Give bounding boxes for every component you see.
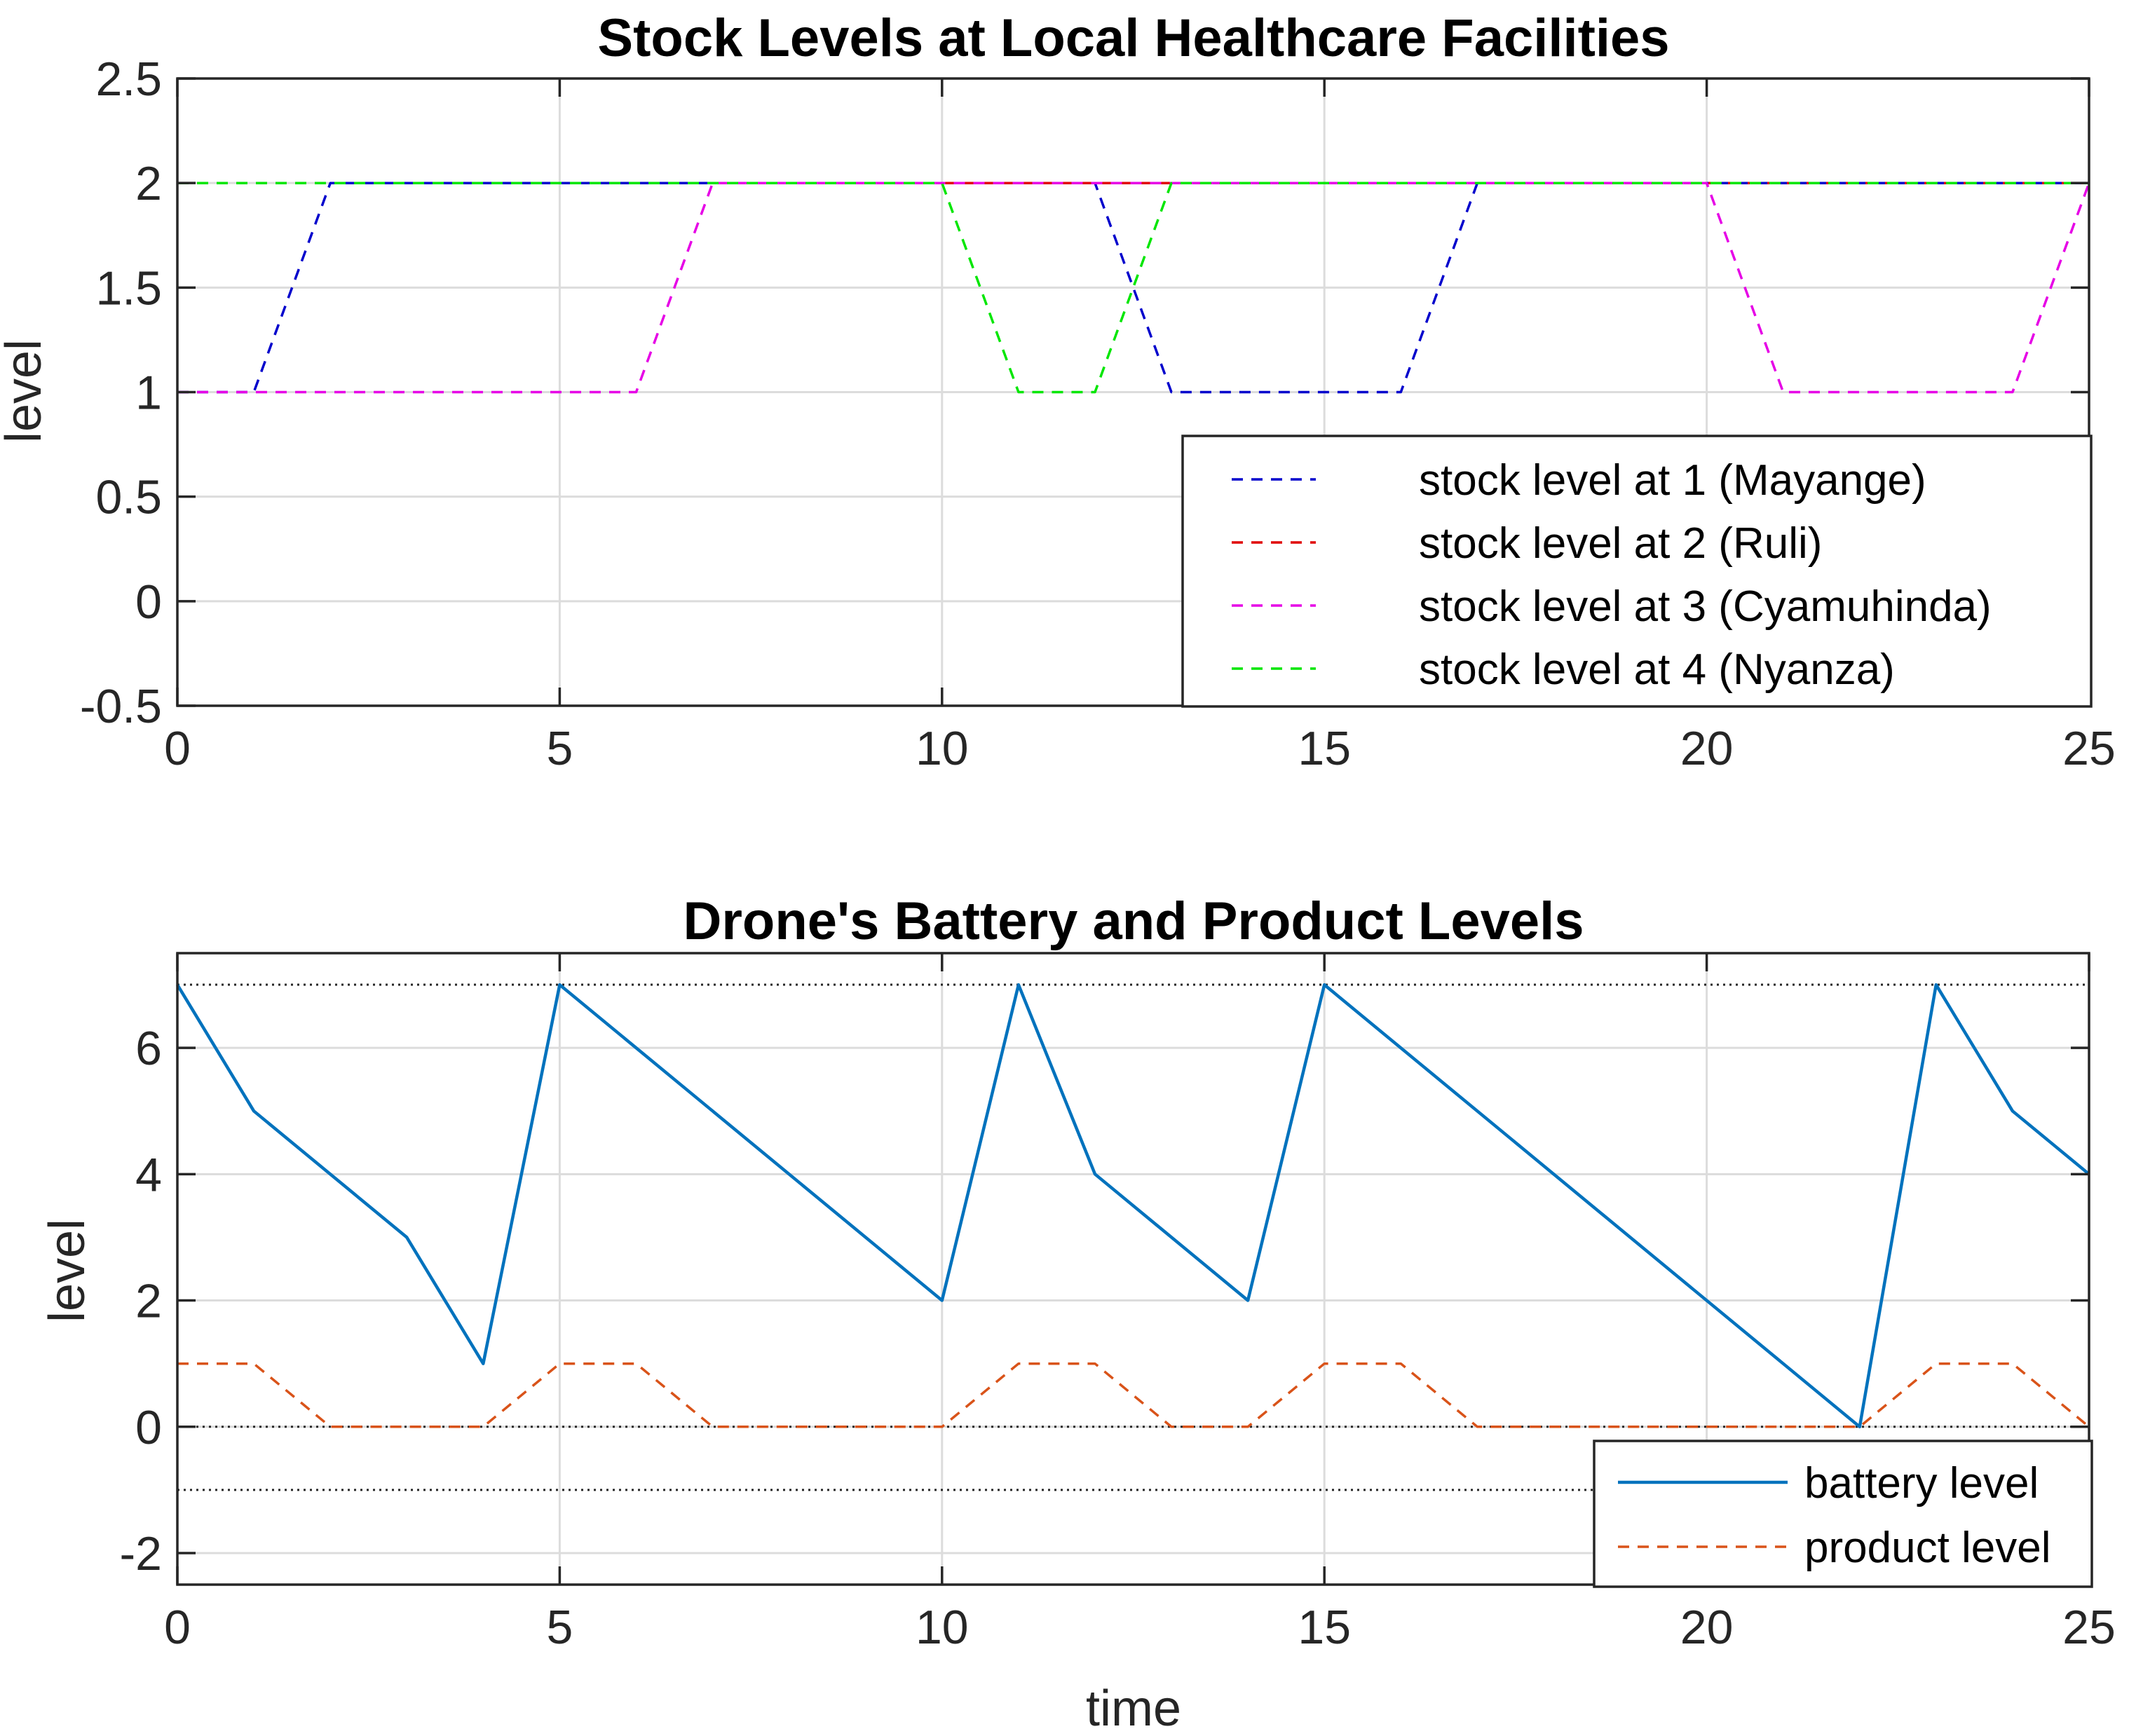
series-line bbox=[177, 182, 2090, 394]
series-line bbox=[177, 1362, 2090, 1428]
y-tick-label: 2.5 bbox=[95, 53, 162, 106]
drone-levels-panel: Drone's Battery and Product Levels level… bbox=[39, 891, 2116, 1736]
stock-levels-panel: Stock Levels at Local Healthcare Facilit… bbox=[0, 8, 2116, 775]
x-axis-label: time bbox=[1086, 1681, 1181, 1736]
legend-label: battery level bbox=[1804, 1459, 2039, 1508]
x-tick-label: 10 bbox=[916, 722, 969, 775]
y-tick-label: 0 bbox=[135, 1401, 162, 1454]
legend: stock level at 1 (Mayange) stock level at… bbox=[1181, 435, 2093, 708]
x-tick-label: 25 bbox=[2062, 1601, 2116, 1654]
legend-label: product level bbox=[1804, 1524, 2051, 1572]
x-tick-label: 15 bbox=[1298, 1601, 1351, 1654]
y-axis-label: level bbox=[39, 1219, 95, 1322]
legend: battery level product level bbox=[1593, 1440, 2093, 1588]
chart-title: Drone's Battery and Product Levels bbox=[683, 891, 1584, 951]
y-tick-label: 0.5 bbox=[95, 471, 162, 524]
x-tick-label: 0 bbox=[164, 1601, 191, 1654]
series-line bbox=[176, 983, 2090, 1429]
y-tick-label: 2 bbox=[135, 1275, 162, 1328]
series-line bbox=[177, 182, 2089, 394]
y-tick-label: 4 bbox=[135, 1148, 162, 1201]
legend-box bbox=[1593, 1440, 2093, 1588]
x-tick-label: 5 bbox=[546, 1601, 573, 1654]
x-tick-label: 0 bbox=[164, 722, 191, 775]
legend-label: stock level at 3 (Cyamuhinda) bbox=[1419, 582, 1992, 631]
x-tick-label: 5 bbox=[546, 722, 573, 775]
x-tick-label: 20 bbox=[1680, 1601, 1734, 1654]
y-tick-label: 0 bbox=[135, 575, 162, 629]
legend-label: stock level at 4 (Nyanza) bbox=[1419, 645, 1895, 694]
chart-title: Stock Levels at Local Healthcare Facilit… bbox=[597, 8, 1669, 68]
y-tick-label: -0.5 bbox=[80, 680, 162, 733]
x-tick-label: 10 bbox=[916, 1601, 969, 1654]
legend-label: stock level at 1 (Mayange) bbox=[1419, 456, 1926, 505]
y-tick-label: -2 bbox=[120, 1527, 162, 1580]
plot-frame bbox=[176, 952, 2090, 1586]
y-tick-label: 1 bbox=[135, 367, 162, 420]
legend-label: stock level at 2 (Ruli) bbox=[1419, 519, 1822, 568]
y-tick-label: 1.5 bbox=[95, 261, 162, 315]
x-tick-label: 20 bbox=[1680, 722, 1734, 775]
y-axis-label: level bbox=[0, 339, 52, 443]
y-tick-label: 6 bbox=[135, 1022, 162, 1075]
x-tick-label: 25 bbox=[2062, 722, 2116, 775]
x-tick-label: 15 bbox=[1298, 722, 1351, 775]
legend-box bbox=[1181, 435, 2093, 708]
y-tick-label: 2 bbox=[135, 157, 162, 210]
